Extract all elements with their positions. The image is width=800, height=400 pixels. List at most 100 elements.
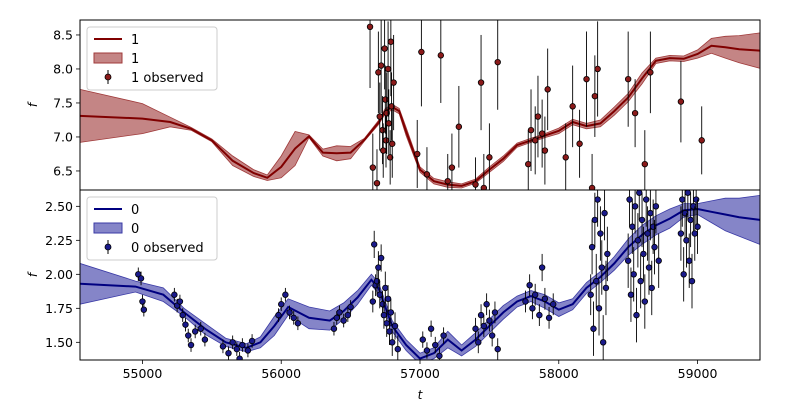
top-panel-observed-point [544, 86, 551, 93]
x-tick-label: 58000 [539, 366, 579, 381]
top-panel-observed-point [418, 48, 425, 56]
bottom-panel-observed-point [545, 314, 553, 322]
bottom-panel-observed-point [629, 223, 636, 230]
x-tick-label: 59000 [678, 366, 718, 381]
bottom-panel-y-axis-label: f [26, 271, 40, 277]
bottom-panel-observed-point [684, 190, 692, 196]
bottom-panel-observed-point [598, 264, 605, 271]
bottom-panel-observed-point [645, 264, 653, 271]
bottom-panel-observed-point [472, 325, 479, 332]
bottom-panel-observed-point [692, 196, 700, 203]
top-panel-y-tick-label: 8.5 [53, 27, 73, 42]
top-panel-observed-point [624, 75, 632, 83]
bottom-panel-observed-point [690, 203, 697, 210]
bottom-panel-observed-point [391, 322, 399, 330]
bottom-panel-observed-point [333, 314, 340, 322]
bottom-panel-observed-point [278, 301, 285, 308]
bottom-panel-observed-point [683, 237, 690, 244]
top-panel-observed-point [562, 154, 569, 161]
top-panel-observed-point [380, 147, 387, 154]
bottom-panel-observed-point [680, 271, 687, 278]
top-panel-observed-point [472, 181, 479, 188]
top-panel-y-axis-label: f [26, 101, 40, 107]
top-panel-observed-point [588, 184, 596, 190]
bottom-panel-observed-point [626, 196, 633, 203]
bottom-panel-observed-point [294, 320, 302, 327]
bottom-panel-observed-point [344, 311, 352, 319]
x-axis-label: t [418, 388, 424, 400]
bottom-panel-legend-marker-swatch [104, 243, 112, 251]
bottom-panel-observed-point [604, 250, 611, 258]
bottom-panel-observed-point [386, 328, 393, 335]
bottom-panel-legend-line-label: 0 [131, 203, 139, 218]
bottom-panel-observed-point [486, 317, 493, 324]
bottom-panel-observed-point [631, 203, 639, 210]
bottom-panel-observed-point [330, 325, 338, 332]
bottom-panel-observed-point [248, 337, 256, 345]
bottom-panel-observed-point [595, 305, 603, 312]
bottom-panel-observed-point [377, 254, 385, 262]
top-panel-observed-point [376, 113, 383, 120]
bottom-panel-observed-point [432, 341, 439, 349]
bottom-panel-observed-point [382, 284, 389, 292]
top-panel-observed-point [631, 109, 639, 117]
top-panel-observed-point [366, 23, 374, 30]
bottom-panel-observed-point [185, 332, 192, 339]
bottom-panel-observed-point [290, 314, 297, 322]
top-panel-legend-band-label: 1 [131, 52, 139, 67]
top-panel-legend-points-label: 1 observed [131, 71, 204, 86]
bottom-panel-observed-point [594, 196, 601, 203]
bottom-panel-observed-point [201, 336, 209, 343]
bottom-panel-observed-point [376, 291, 383, 298]
bottom-panel-observed-point [599, 339, 607, 346]
bottom-panel-observed-point [176, 298, 184, 305]
bottom-panel-observed-point [494, 345, 501, 353]
bottom-panel-observed-point [137, 275, 145, 282]
bottom-panel-observed-point [347, 303, 354, 311]
top-panel-observed-point [369, 164, 377, 171]
top-panel-data [80, 20, 760, 190]
bottom-panel-observed-point [627, 291, 635, 298]
top-panel-observed-point [381, 45, 388, 52]
bottom-panel-observed-point [383, 320, 390, 327]
bottom-panel-observed-point [275, 311, 282, 319]
top-panel-observed-point [448, 164, 456, 171]
bottom-panel-observed-point [633, 311, 640, 319]
bottom-panel-observed-point [597, 230, 604, 237]
x-tick-label: 57000 [400, 366, 440, 381]
top-panel-y-tick-label: 8.0 [53, 61, 73, 76]
top-panel-observed-point [384, 65, 392, 73]
top-panel-observed-point [594, 65, 601, 73]
bottom-panel-observed-point [139, 298, 146, 305]
bottom-panel-observed-point [371, 241, 378, 248]
top-panel-observed-point [538, 130, 546, 137]
bottom-panel-observed-point [187, 341, 195, 349]
bottom-panel-observed-point [219, 343, 227, 350]
bottom-panel-legend: 0 0 0 observed [86, 196, 218, 261]
top-panel-y-tick-label: 6.5 [53, 163, 73, 178]
bottom-panel-observed-point [491, 309, 499, 316]
top-panel-observed-point [382, 137, 390, 144]
bottom-panel-observed-point [624, 257, 632, 264]
top-panel-observed-point [455, 123, 463, 130]
bottom-panel-observed-point [590, 325, 597, 332]
top-panel-observed-point [569, 103, 576, 110]
bottom-panel-observed-point [647, 209, 654, 217]
bottom-panel-observed-point [649, 223, 657, 230]
bottom-panel-observed-point [538, 264, 546, 271]
bottom-panel-observed-point [440, 332, 447, 339]
bottom-panel-observed-point [436, 352, 443, 360]
top-panel-observed-point [390, 79, 397, 86]
top-panel-observed-point [437, 52, 445, 59]
bottom-panel-observed-point [182, 321, 189, 328]
bottom-panel-observed-point [488, 332, 496, 339]
top-panel-legend-marker-swatch [104, 73, 112, 81]
top-panel-legend: 1 1 1 observed [86, 26, 218, 91]
bottom-panel-observed-point [541, 295, 549, 302]
bottom-panel-y-tick-label: 1.75 [45, 301, 73, 316]
bottom-panel-y-tick-label: 2.25 [45, 233, 73, 248]
top-panel-y-ticks: 6.5 7.0 7.5 8.0 8.5 [53, 27, 80, 178]
bottom-panel-observed-point [336, 309, 343, 316]
bottom-panel-data [80, 190, 760, 360]
